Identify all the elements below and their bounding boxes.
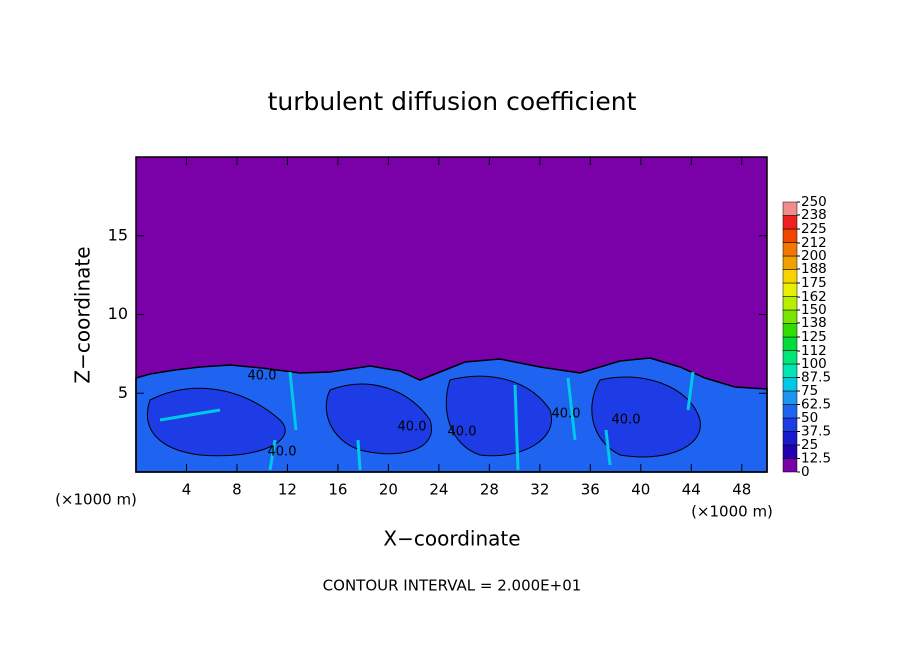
colorbar-bin (782, 228, 798, 243)
x-tick-label: 36 (581, 481, 600, 499)
streak (566, 377, 577, 441)
colorbar-bin (782, 417, 798, 432)
x-axis-label: X−coordinate (383, 527, 520, 551)
x-tick-label: 24 (429, 481, 448, 499)
colorbar-tick-label: 162 (801, 289, 827, 305)
colorbar-bin (782, 282, 798, 297)
colorbar-tick-label: 138 (801, 315, 827, 331)
y-tick-label: 15 (108, 225, 128, 244)
x-tick-label: 20 (379, 481, 398, 499)
colorbar-bin (782, 444, 798, 459)
colorbar-bin (782, 350, 798, 365)
colorbar-tick-label: 188 (801, 261, 827, 277)
colorbar-bin (782, 404, 798, 419)
x-tick-label: 32 (530, 481, 549, 499)
colorbar-tick-label: 238 (801, 207, 827, 223)
colorbar-bin (782, 363, 798, 378)
x-tick-label: 40 (631, 481, 650, 499)
colorbar-tick-label: 75 (801, 383, 818, 399)
colorbar-tick-label: 62.5 (801, 397, 831, 413)
contour-label: 40.0 (398, 420, 427, 435)
streak (288, 371, 298, 431)
colorbar-bin (782, 242, 798, 257)
colorbar-tick-label: 150 (801, 302, 827, 318)
x-tick-label: 44 (682, 481, 701, 499)
colorbar-tick-label: 200 (801, 248, 827, 264)
colorbar-tick-label: 12.5 (801, 451, 831, 467)
colorbar-tick-label: 225 (801, 221, 827, 237)
streak (513, 384, 520, 471)
x-unit-label: (×1000 m) (691, 503, 773, 521)
x-tick-label: 8 (232, 481, 242, 499)
contour-label: 40.0 (448, 425, 477, 440)
colorbar-bin (782, 296, 798, 311)
colorbar-bin (782, 336, 798, 351)
colorbar-tick-label: 112 (801, 343, 827, 359)
colorbar-tick-label: 37.5 (801, 424, 831, 440)
x-unit-label: (×1000 m) (55, 491, 137, 509)
x-tick-label: 4 (182, 481, 192, 499)
inner-region (591, 376, 701, 458)
colorbar-bin (782, 255, 798, 270)
colorbar-tick-label: 175 (801, 275, 827, 291)
colorbar-tick-label: 25 (801, 437, 818, 453)
streak (604, 429, 612, 466)
contour-label: 40.0 (552, 407, 581, 422)
streak (268, 439, 277, 471)
y-axis-label: Z−coordinate (71, 246, 95, 383)
footer-note: CONTOUR INTERVAL = 2.000E+01 (323, 577, 582, 595)
colorbar-tick-label: 87.5 (801, 370, 831, 386)
x-tick-label: 48 (732, 481, 751, 499)
colorbar-bin (782, 215, 798, 230)
colorbar-tick-label: 100 (801, 356, 827, 372)
colorbar-tick-label: 50 (801, 410, 818, 426)
colorbar-bin (782, 269, 798, 284)
contour-label: 40.0 (248, 369, 277, 384)
colorbar-tick-label: 250 (801, 194, 827, 210)
colorbar-tick-label: 212 (801, 235, 827, 251)
inner-region (146, 387, 286, 457)
chart-title: turbulent diffusion coefficient (268, 87, 637, 116)
x-tick-label: 16 (328, 481, 347, 499)
y-tick-label: 10 (108, 304, 128, 323)
y-tick-label: 5 (118, 383, 128, 402)
streak (686, 371, 695, 411)
colorbar-bin (782, 323, 798, 338)
inner-region (445, 375, 553, 457)
colorbar-bin (782, 309, 798, 324)
x-tick-label: 28 (480, 481, 499, 499)
streak (159, 408, 221, 422)
streak (356, 439, 362, 471)
inner-region (325, 383, 433, 455)
colorbar-tick-label: 125 (801, 329, 827, 345)
colorbar-bin (782, 201, 798, 216)
colorbar-bin (782, 431, 798, 446)
contour-label: 40.0 (268, 445, 297, 460)
colorbar-bin (782, 377, 798, 392)
colorbar-bin (782, 390, 798, 405)
colorbar-tick-label: 0 (801, 464, 810, 480)
x-tick-label: 12 (278, 481, 297, 499)
contour-label: 40.0 (612, 413, 641, 428)
colorbar-bin (782, 458, 798, 473)
